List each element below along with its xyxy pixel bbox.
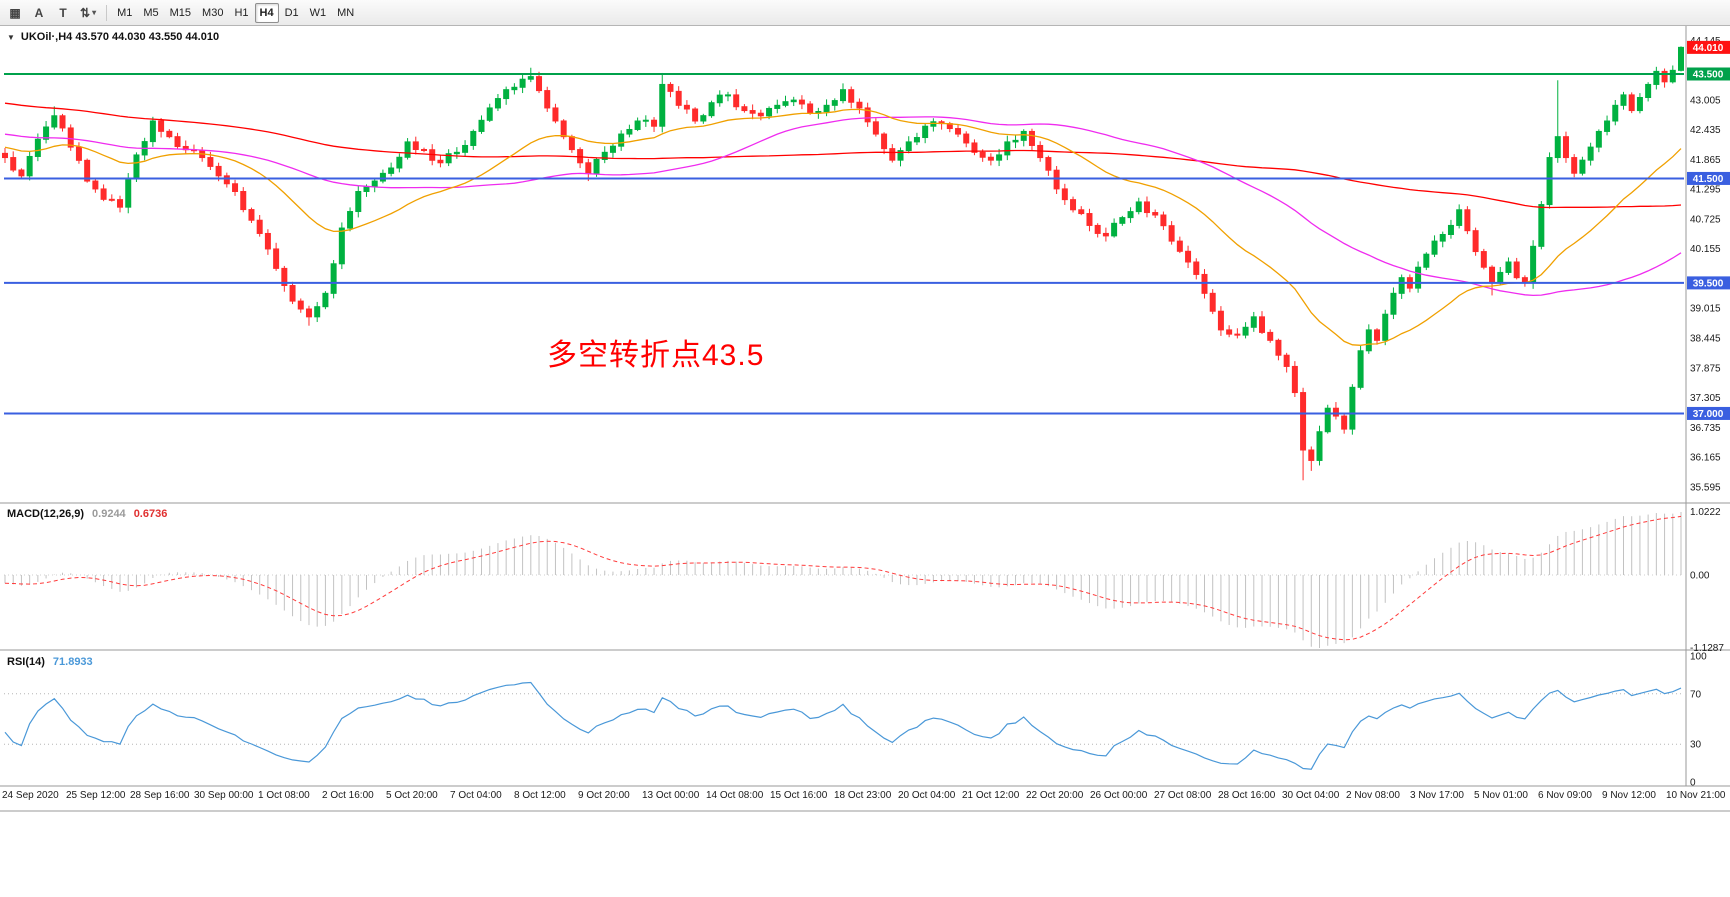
timeframe-button-M5[interactable]: M5 [143, 6, 159, 19]
level-price-label: 37.000 [1693, 409, 1724, 420]
rsi-axis-label: 70 [1690, 689, 1702, 700]
price-tick-label: 38.445 [1690, 333, 1721, 344]
price-tick-label: 39.015 [1690, 304, 1721, 315]
price-tick-label: 40.725 [1690, 214, 1721, 225]
level-price-box [1687, 276, 1730, 290]
time-axis-label: 22 Oct 20:00 [1026, 790, 1084, 801]
time-axis-label: 1 Oct 08:00 [258, 790, 310, 801]
macd-axis-label: 0.00 [1690, 571, 1710, 582]
timeframe-button-M30[interactable]: M30 [202, 6, 224, 19]
time-axis-label: 27 Oct 08:00 [1154, 790, 1212, 801]
time-axis: 24 Sep 2020 25 Sep 12:00 28 Sep 16:00 30 Se… [2, 790, 1726, 801]
chart-canvas[interactable]: 43.50041.50039.50037.00044.14543.00542.4… [0, 0, 1730, 830]
time-axis-label: 7 Oct 04:00 [450, 790, 502, 801]
current-price-box [1687, 40, 1730, 54]
timeframe-button-M15[interactable]: M15 [169, 6, 192, 19]
ma-fast-line [4, 108, 1682, 346]
symbol-ohlc-header: ▼ UKOil·,H4 43.570 44.030 43.550 44.010 [7, 31, 219, 43]
annotation-text[interactable]: 多空转折点43.5 [547, 339, 765, 372]
time-axis-label: 30 Oct 04:00 [1282, 790, 1340, 801]
collapse-chart-icon[interactable]: ▼ [7, 32, 15, 42]
price-tick-label: 41.865 [1690, 155, 1721, 166]
time-axis-label: 30 Sep 00:00 [194, 790, 254, 801]
time-axis-label: 14 Oct 08:00 [706, 790, 764, 801]
time-axis-label: 3 Nov 17:00 [1410, 790, 1464, 801]
level-price-label: 39.500 [1693, 278, 1724, 289]
price-tick-label: 43.005 [1690, 95, 1721, 106]
text-tool-icon[interactable]: T [59, 5, 67, 20]
macd-main-value: 0.9244 [92, 508, 126, 520]
macd-header: MACD(12,26,9) 0.9244 0.6736 [7, 508, 167, 520]
time-axis-label: 9 Oct 20:00 [578, 790, 630, 801]
pane-separators[interactable] [0, 26, 1730, 812]
style-switch-icon[interactable]: ⇅ ▾ [75, 3, 101, 23]
timeframe-button-MN[interactable]: MN [337, 6, 355, 19]
rsi-axis-label: 100 [1690, 652, 1707, 663]
style-switch-glyph: ⇅ [80, 5, 91, 20]
rsi-header: RSI(14) 71.8933 [7, 656, 93, 668]
level-price-box [1687, 171, 1730, 185]
macd-signal-line [4, 515, 1682, 641]
time-axis-label: 28 Sep 16:00 [130, 790, 190, 801]
price-tick-label: 41.295 [1690, 185, 1721, 196]
timeframe-button-D1[interactable]: D1 [284, 6, 299, 19]
level-price-box [1687, 67, 1730, 81]
price-tick-label: 37.305 [1690, 393, 1721, 404]
macd-axis-label: -1.1287 [1690, 643, 1724, 654]
symbol-ohlc-text: UKOil·,H4 43.570 44.030 43.550 44.010 [20, 31, 220, 43]
time-axis-label: 8 Oct 12:00 [514, 790, 566, 801]
chart-icon[interactable]: ▦ [9, 5, 21, 20]
timeframe-toolbar: M1 M5 M15 M30 H1 H4 D1 W1 MN [112, 2, 359, 23]
macd-label: MACD(12,26,9) [7, 508, 85, 520]
timeframe-button-H4[interactable]: H4 [254, 2, 279, 23]
price-tick-label: 42.435 [1690, 125, 1721, 136]
time-axis-label: 13 Oct 00:00 [642, 790, 700, 801]
time-axis-label: 6 Nov 09:00 [1538, 790, 1592, 801]
timeframe-button-W1[interactable]: W1 [309, 6, 327, 19]
macd-signal-value: 0.6736 [133, 508, 168, 520]
time-axis-label: 25 Sep 12:00 [66, 790, 126, 801]
time-axis-label: 18 Oct 23:00 [834, 790, 892, 801]
price-tick-label: 36.735 [1690, 423, 1721, 434]
time-axis-label: 26 Oct 00:00 [1090, 790, 1148, 801]
price-tick-label: 36.165 [1690, 453, 1721, 464]
time-axis-label: 21 Oct 12:00 [962, 790, 1020, 801]
level-price-box [1687, 406, 1730, 420]
top-toolbar: ▦ A T ⇅ ▾ M1 M5 M15 M30 H1 H4 D1 W1 MN [0, 0, 1730, 26]
level-price-label: 43.500 [1693, 70, 1724, 81]
time-axis-label: 9 Nov 12:00 [1602, 790, 1656, 801]
macd-histogram [4, 512, 1682, 648]
cursor-letter-a-icon[interactable]: A [34, 5, 44, 20]
time-axis-label: 24 Sep 2020 [2, 790, 59, 801]
macd-axis-label: 1.0222 [1690, 507, 1721, 518]
rsi-line [4, 681, 1682, 770]
time-axis-label: 5 Nov 01:00 [1474, 790, 1528, 801]
rsi-label: RSI(14) [7, 656, 45, 668]
time-axis-label: 2 Oct 16:00 [322, 790, 374, 801]
ma-slow-line [4, 102, 1682, 209]
rsi-axis-label: 0 [1690, 778, 1696, 789]
time-axis-label: 15 Oct 16:00 [770, 790, 828, 801]
current-price-label: 44.010 [1693, 43, 1724, 54]
time-axis-label: 10 Nov 21:00 [1666, 790, 1726, 801]
time-axis-label: 5 Oct 20:00 [386, 790, 438, 801]
chevron-down-icon: ▾ [92, 8, 97, 17]
price-tick-label: 40.155 [1690, 244, 1721, 255]
time-axis-label: 2 Nov 08:00 [1346, 790, 1400, 801]
rsi-value: 71.8933 [52, 656, 93, 668]
candlestick-series [2, 46, 1684, 481]
time-axis-label: 28 Oct 16:00 [1218, 790, 1276, 801]
price-tick-label: 35.595 [1690, 482, 1721, 493]
level-price-label: 41.500 [1693, 174, 1724, 185]
time-axis-label: 20 Oct 04:00 [898, 790, 956, 801]
price-tick-label: 37.875 [1690, 363, 1721, 374]
horizontal-level-lines[interactable]: 43.500 41.500 39.500 37.000 [4, 67, 1730, 420]
price-axis: 44.14543.00542.43541.86541.29540.72540.1… [1687, 36, 1730, 493]
toolbar-divider [106, 4, 108, 21]
rsi-axis-label: 30 [1690, 740, 1702, 751]
ma-medium-line [4, 116, 1682, 297]
timeframe-button-M1[interactable]: M1 [117, 6, 133, 19]
timeframe-button-H1[interactable]: H1 [234, 6, 249, 19]
